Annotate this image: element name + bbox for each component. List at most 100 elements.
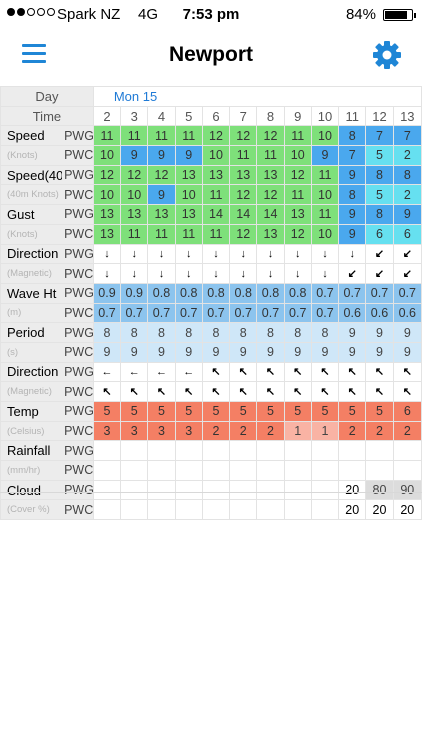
forecast-cell: 2 — [392, 420, 422, 442]
hamburger-menu-icon[interactable] — [22, 44, 46, 64]
forecast-cell: 8 — [147, 322, 176, 343]
forecast-cell — [283, 460, 312, 481]
forecast-cell: 0.6 — [338, 302, 367, 324]
forecast-cell: 5 — [365, 184, 394, 206]
forecast-cell: 9 — [147, 145, 176, 166]
forecast-cell: 12 — [201, 125, 231, 147]
forecast-cell: 20 — [338, 479, 367, 501]
forecast-cell: 1 — [283, 420, 312, 442]
forecast-cell: ↓ — [174, 263, 203, 284]
forecast-cell: ↙ — [365, 263, 394, 284]
forecast-cell: 10 — [283, 145, 312, 166]
forecast-cell: ↖ — [365, 381, 394, 402]
forecast-cell: 10 — [201, 145, 231, 166]
page-title: Newport — [169, 43, 253, 66]
forecast-cell: ↖ — [201, 381, 231, 402]
forecast-cell: ↖ — [338, 361, 367, 383]
forecast-cell — [310, 499, 340, 521]
forecast-cell: 8 — [365, 204, 394, 225]
forecast-cell: ↖ — [310, 381, 340, 402]
forecast-cell: 9 — [147, 341, 176, 363]
forecast-cell — [229, 440, 258, 462]
forecast-cell: 9 — [174, 341, 203, 363]
model-label: PWG — [62, 125, 94, 147]
forecast-cell: 0.7 — [392, 282, 422, 304]
time-row: Time 2 3 4 5 6 7 8 9 10 11 12 13 — [0, 105, 422, 127]
forecast-cell: 3 — [92, 420, 122, 442]
forecast-cell: 0.8 — [201, 282, 231, 304]
gear-icon[interactable] — [371, 39, 403, 71]
forecast-cell — [338, 460, 367, 481]
forecast-cell — [174, 499, 203, 521]
forecast-cell: 8 — [338, 125, 367, 147]
forecast-cell — [120, 499, 149, 521]
row-unit-label: (s) — [0, 341, 63, 363]
forecast-cell: 0.7 — [310, 302, 340, 324]
forecast-cell: 0.7 — [310, 282, 340, 304]
forecast-cell: 9 — [283, 341, 312, 363]
forecast-cell: ↖ — [338, 381, 367, 402]
forecast-cell: 1 — [310, 420, 340, 442]
time-cell: 13 — [392, 105, 422, 127]
forecast-cell: 3 — [174, 420, 203, 442]
forecast-cell: 6 — [365, 223, 394, 245]
row-unit-label: (Cover %) — [0, 499, 63, 521]
model-label: PWC — [62, 460, 94, 481]
forecast-cell: ↓ — [310, 243, 340, 265]
forecast-cell: 8 — [92, 322, 122, 343]
forecast-cell: 5 — [229, 401, 258, 422]
time-cell: 2 — [92, 105, 122, 127]
forecast-cell: 12 — [92, 164, 122, 186]
forecast-table: Day Mon 15 Time 2 3 4 5 6 7 8 9 10 11 12 13 Speed PWG 11 1… — [0, 86, 422, 521]
forecast-cell: ↓ — [283, 243, 312, 265]
forecast-row: (Knots) PWC 13 11 11 11 11 12 13 12 10 9 6 6 — [0, 223, 422, 245]
forecast-cell: ↓ — [229, 243, 258, 265]
forecast-cell: ↓ — [338, 243, 367, 265]
forecast-cell — [147, 440, 176, 462]
forecast-cell: 0.8 — [283, 282, 312, 304]
row-label: Cloud — [0, 479, 63, 501]
forecast-cell — [120, 440, 149, 462]
row-label: Period — [0, 322, 63, 343]
time-label: Time — [0, 105, 94, 127]
signal-strength-icon — [7, 8, 55, 16]
forecast-cell: 0.8 — [174, 282, 203, 304]
carrier-name: Spark NZ — [57, 6, 121, 23]
model-label: PWG — [62, 401, 94, 422]
forecast-cell: ↖ — [283, 361, 312, 383]
forecast-cell: 9 — [338, 341, 367, 363]
forecast-cell: 9 — [338, 164, 367, 186]
forecast-cell: ↖ — [120, 381, 149, 402]
model-label: PWC — [62, 184, 94, 206]
forecast-cell: 9 — [120, 341, 149, 363]
forecast-cell: ↖ — [92, 381, 122, 402]
forecast-cell: 5 — [283, 401, 312, 422]
forecast-cell: 8 — [229, 322, 258, 343]
forecast-cell: 20 — [338, 499, 367, 521]
forecast-cell: ↓ — [174, 243, 203, 265]
forecast-cell: 13 — [256, 164, 285, 186]
forecast-cell — [201, 499, 231, 521]
forecast-cell — [256, 440, 285, 462]
forecast-cell: 10 — [310, 125, 340, 147]
forecast-cell: 9 — [392, 341, 422, 363]
forecast-row: Cloud PWG 20 80 90 — [0, 479, 422, 501]
forecast-cell — [174, 479, 203, 501]
row-unit-label: (Magnetic) — [0, 263, 63, 284]
forecast-cell: 5 — [365, 145, 394, 166]
forecast-cell: 13 — [147, 204, 176, 225]
forecast-cell — [310, 440, 340, 462]
forecast-cell: 11 — [120, 125, 149, 147]
time-cell: 7 — [229, 105, 258, 127]
forecast-cell: 9 — [392, 204, 422, 225]
row-unit-label: (mm/hr) — [0, 460, 63, 481]
forecast-row: (40m Knots) PWC 10 10 9 10 11 12 12 11 10 8 5 2 — [0, 184, 422, 206]
forecast-cell — [283, 479, 312, 501]
forecast-cell: 90 — [392, 479, 422, 501]
forecast-cell — [365, 460, 394, 481]
forecast-cell: 13 — [174, 204, 203, 225]
row-unit-label: (m) — [0, 302, 63, 324]
model-label: PWG — [62, 282, 94, 304]
forecast-cell: 9 — [120, 145, 149, 166]
forecast-cell: 11 — [310, 204, 340, 225]
